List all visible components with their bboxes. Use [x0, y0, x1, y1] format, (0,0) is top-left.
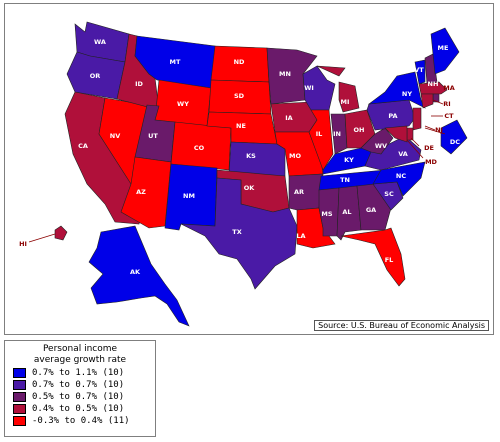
legend-item: 0.4% to 0.5% (10) — [13, 403, 155, 414]
legend-swatch — [13, 391, 26, 402]
label-AR: AR — [294, 188, 304, 196]
label-TN: TN — [340, 176, 350, 184]
map-frame: WA OR CA NV ID MT WY UT CO AZ NM ND SD N… — [4, 3, 494, 335]
state-WI[interactable] — [302, 65, 336, 111]
legend-item-label: 0.7% to 0.7% (10) — [32, 379, 125, 390]
label-WI: WI — [304, 84, 314, 92]
label-WV: WV — [375, 142, 387, 150]
label-CA: CA — [78, 142, 88, 150]
label-SD: SD — [234, 92, 245, 100]
legend-swatch — [13, 415, 26, 426]
legend-swatch — [13, 379, 26, 390]
label-OH: OH — [354, 126, 365, 134]
label-MO: MO — [289, 152, 301, 160]
label-FL: FL — [385, 256, 394, 264]
label-NV: NV — [110, 132, 120, 140]
legend-title: Personal income average growth rate — [5, 344, 155, 366]
label-SC: SC — [384, 190, 394, 198]
label-MA: MA — [443, 84, 455, 92]
label-MI: MI — [341, 98, 350, 106]
label-KS: KS — [246, 152, 256, 160]
state-CT[interactable] — [420, 93, 434, 109]
label-LA: LA — [296, 232, 305, 240]
label-OR: OR — [90, 72, 101, 80]
state-NY[interactable] — [367, 71, 426, 109]
legend-item: 0.5% to 0.7% (10) — [13, 391, 155, 402]
legend-title-line2: average growth rate — [33, 355, 127, 365]
label-NJ: NJ — [435, 126, 443, 134]
source-note: Source: U.S. Bureau of Economic Analysis — [314, 320, 489, 331]
legend-item: 0.7% to 0.7% (10) — [13, 379, 155, 390]
label-AK: AK — [130, 268, 141, 276]
label-NE: NE — [236, 122, 246, 130]
label-AL: AL — [342, 208, 351, 216]
state-FL[interactable] — [340, 227, 406, 287]
label-NY: NY — [402, 90, 412, 98]
state-TX[interactable] — [180, 177, 298, 290]
label-UT: UT — [148, 132, 158, 140]
label-ND: ND — [234, 58, 245, 66]
label-KY: KY — [344, 156, 354, 164]
state-ME[interactable] — [430, 27, 460, 75]
state-MA[interactable] — [418, 81, 448, 95]
state-VT[interactable] — [414, 59, 426, 85]
label-MS: MS — [321, 210, 332, 218]
label-ME: ME — [438, 44, 449, 52]
label-IA: IA — [285, 114, 292, 122]
state-MD[interactable] — [384, 125, 408, 143]
legend-item: -0.3% to 0.4% (11) — [13, 415, 155, 426]
legend: Personal income average growth rate 0.7%… — [4, 340, 156, 437]
label-TX: TX — [232, 228, 241, 236]
callout-lines — [28, 99, 446, 243]
label-AZ: AZ — [136, 188, 146, 196]
legend-item-label: 0.5% to 0.7% (10) — [32, 391, 125, 402]
state-DC[interactable] — [440, 119, 468, 155]
legend-item-label: -0.3% to 0.4% (11) — [32, 415, 130, 426]
state-AK[interactable] — [88, 225, 190, 327]
legend-swatch — [13, 403, 26, 414]
label-ID: ID — [135, 80, 143, 88]
label-WY: WY — [177, 100, 189, 108]
label-IL: IL — [316, 130, 323, 138]
label-GA: GA — [366, 206, 376, 214]
label-WA: WA — [94, 38, 106, 46]
label-NM: NM — [183, 192, 195, 200]
state-DE[interactable] — [406, 127, 414, 141]
label-DC: DC — [450, 138, 460, 146]
legend-swatch — [13, 367, 26, 378]
label-CT: CT — [444, 112, 454, 120]
label-PA: PA — [388, 112, 397, 120]
label-MN: MN — [279, 70, 291, 78]
legend-item-label: 0.7% to 1.1% (10) — [32, 367, 125, 378]
label-NC: NC — [396, 172, 406, 180]
state-NJ[interactable] — [412, 107, 422, 131]
state-AZ[interactable] — [120, 156, 172, 229]
label-DE: DE — [424, 144, 434, 152]
label-NH: NH — [428, 80, 439, 88]
label-VA: VA — [398, 150, 408, 158]
label-VT: VT — [414, 66, 424, 74]
us-map: WA OR CA NV ID MT WY UT CO AZ NM ND SD N… — [19, 21, 468, 327]
label-HI: HI — [19, 240, 27, 248]
state-labels: WA OR CA NV ID MT WY UT CO AZ NM ND SD N… — [19, 38, 460, 276]
label-RI: RI — [443, 100, 450, 108]
legend-title-line1: Personal income — [42, 344, 118, 354]
label-CO: CO — [194, 144, 205, 152]
label-OK: OK — [244, 184, 256, 192]
state-WV[interactable] — [360, 127, 394, 155]
state-NC[interactable] — [372, 161, 426, 197]
label-IN: IN — [333, 130, 341, 138]
state-MI[interactable] — [316, 65, 360, 113]
label-MT: MT — [170, 58, 181, 66]
legend-item: 0.7% to 1.1% (10) — [13, 367, 155, 378]
state-HI[interactable] — [54, 225, 68, 241]
legend-item-label: 0.4% to 0.5% (10) — [32, 403, 125, 414]
label-MD: MD — [425, 158, 437, 166]
state-KS[interactable] — [228, 141, 286, 177]
